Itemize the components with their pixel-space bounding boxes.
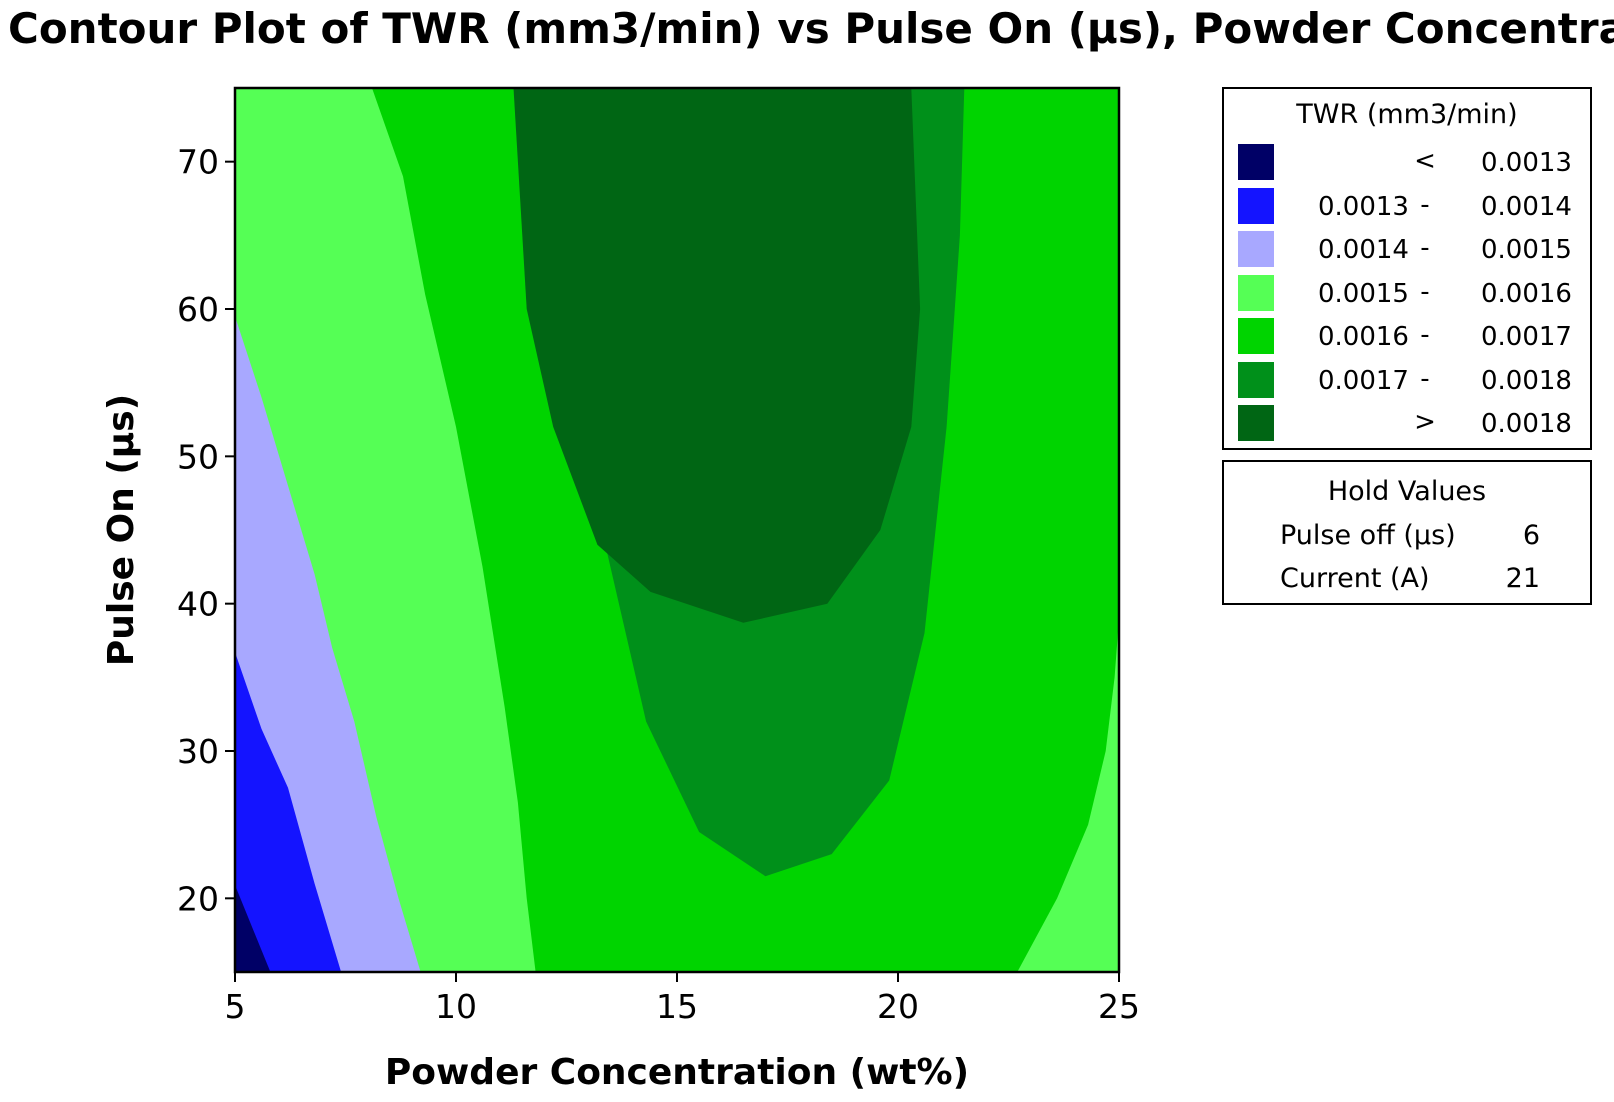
chart-title: Contour Plot of TWR (mm3/min) vs Pulse O…	[8, 4, 1614, 53]
legend-high-value: 0.0018	[1481, 409, 1572, 439]
legend-swatch	[1238, 144, 1274, 180]
y-tick-label: 50	[177, 437, 219, 476]
legend-entry: <0.0013	[1238, 144, 1578, 180]
band-gt-0.0018	[513, 88, 921, 623]
legend-swatch	[1238, 405, 1274, 441]
y-tick-label: 70	[177, 143, 219, 182]
hold-values-box: Hold Values Pulse off (µs) 6 Current (A)…	[1222, 460, 1592, 605]
hold-value: 6	[1522, 520, 1540, 551]
legend-entry: 0.0013- 0.0014	[1238, 187, 1578, 224]
legend-operator: -	[1420, 363, 1430, 394]
band-0.0014-0.0015	[235, 88, 421, 972]
legend: TWR (mm3/min) <0.0013 0.0013-0.0014 0.0014…	[1222, 87, 1592, 450]
x-axis-label: Powder Concentration (wt%)	[385, 1052, 969, 1093]
legend-swatch	[1238, 187, 1274, 224]
legend-operator: -	[1420, 276, 1430, 307]
contour-bands	[235, 88, 1119, 972]
x-tick-label: 25	[1098, 987, 1140, 1026]
hold-name: Pulse off (µs)	[1280, 520, 1456, 551]
y-tick-label: 40	[177, 585, 219, 624]
legend-entry: 0.0017- 0.0018	[1238, 361, 1578, 398]
y-tick-label: 20	[177, 879, 219, 918]
legend-low-value: 0.0015	[1318, 278, 1409, 309]
legend-operator: >	[1414, 407, 1436, 437]
y-tick-label: 30	[177, 732, 219, 771]
legend-operator: -	[1420, 189, 1430, 220]
y-axis: 20 30 40 50 60 70	[177, 143, 235, 918]
hold-values-title: Hold Values	[1327, 476, 1487, 507]
legend-entry: 0.0014- 0.0015	[1238, 231, 1578, 267]
x-tick-label: 20	[877, 987, 919, 1026]
band-0.0013-0.0014	[235, 652, 342, 972]
x-tick-label: 5	[225, 987, 246, 1026]
legend-operator: -	[1420, 320, 1430, 350]
legend-low-value: 0.0014	[1318, 235, 1409, 265]
x-tick-label: 10	[435, 987, 477, 1026]
hold-name: Current (A)	[1280, 563, 1430, 594]
legend-swatch	[1238, 361, 1274, 398]
legend-high-value: 0.0016	[1481, 278, 1572, 309]
legend-high-value: 0.0015	[1481, 235, 1572, 265]
y-axis-label: Pulse On (µs)	[101, 394, 142, 666]
legend-entry: 0.0015- 0.0016	[1238, 274, 1578, 311]
legend-swatch	[1238, 231, 1274, 267]
legend-title: TWR (mm3/min)	[1296, 99, 1518, 130]
legend-high-value: 0.0017	[1481, 322, 1572, 352]
band-lt-0.0013	[235, 885, 271, 972]
legend-operator: -	[1420, 233, 1430, 263]
legend-high-value: 0.0013	[1481, 148, 1572, 178]
legend-high-value: 0.0014	[1481, 191, 1572, 222]
legend-operator: <	[1414, 146, 1436, 176]
legend-entry: >0.0018	[1238, 405, 1578, 441]
legend-swatch	[1238, 318, 1274, 354]
legend-low-value: 0.0016	[1318, 322, 1409, 352]
legend-entry: 0.0016- 0.0017	[1238, 318, 1578, 354]
legend-low-value: 0.0013	[1318, 191, 1409, 222]
x-axis: 5 10 15 20 25	[225, 972, 1140, 1026]
legend-swatch	[1238, 274, 1274, 311]
legend-low-value: 0.0017	[1318, 365, 1409, 396]
y-tick-label: 60	[177, 290, 219, 329]
legend-high-value: 0.0018	[1481, 365, 1572, 396]
x-tick-label: 15	[656, 987, 698, 1026]
hold-value: 21	[1505, 563, 1540, 594]
